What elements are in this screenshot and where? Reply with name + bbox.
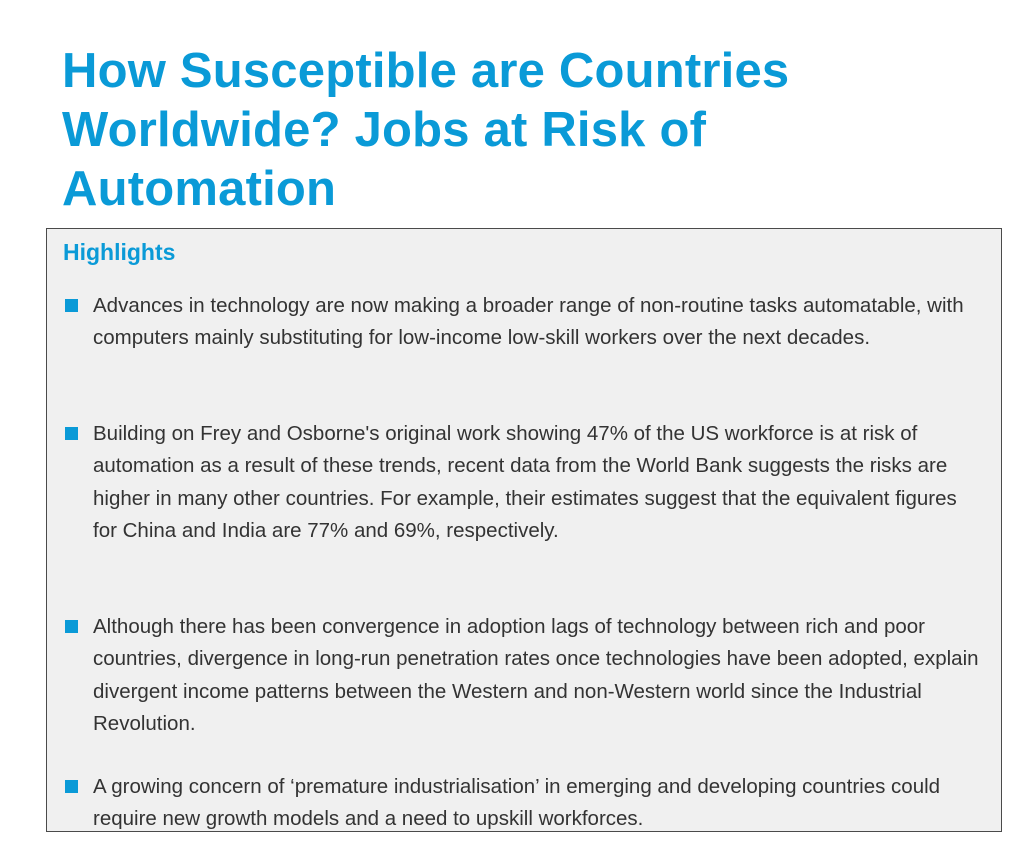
- highlights-heading: Highlights: [63, 239, 176, 265]
- square-bullet-icon: [65, 427, 78, 440]
- square-bullet-icon: [65, 299, 78, 312]
- page-title: How Susceptible are Countries Worldwide?…: [62, 44, 790, 216]
- highlight-text: Although there has been convergence in a…: [93, 615, 979, 735]
- square-bullet-icon: [65, 620, 78, 633]
- square-bullet-icon: [65, 780, 78, 793]
- highlights-box: Highlights Advances in technology are no…: [46, 228, 1002, 832]
- highlight-text: Building on Frey and Osborne's original …: [93, 422, 957, 542]
- highlight-text: A growing concern of ‘premature industri…: [93, 775, 941, 831]
- highlight-text: Advances in technology are now making a …: [93, 294, 964, 350]
